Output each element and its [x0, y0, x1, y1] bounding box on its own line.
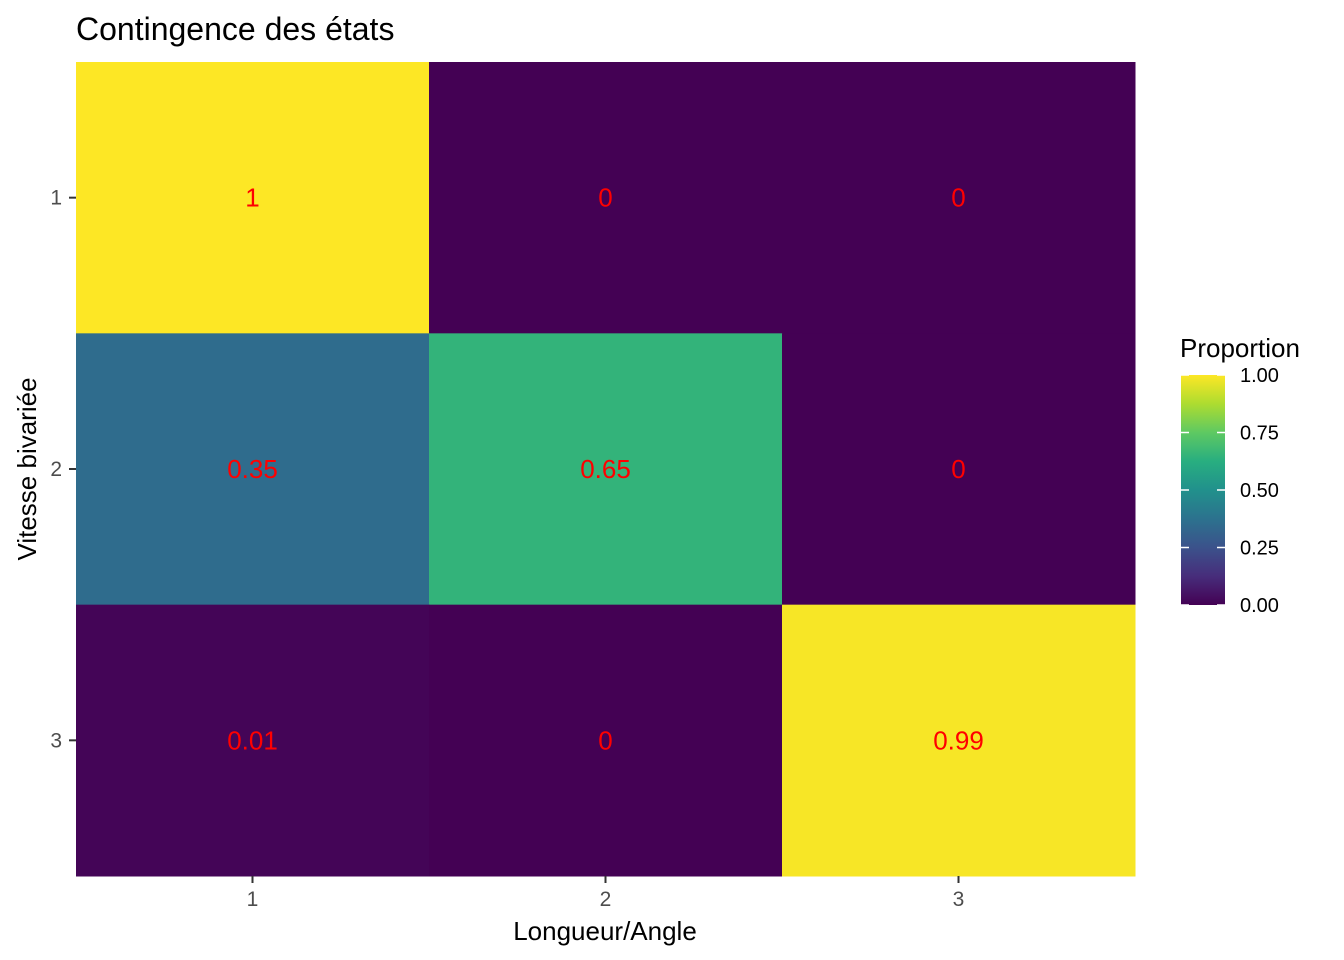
cell-label-r2-c2: 0.65 — [580, 454, 631, 484]
cell-label-r3-c3: 0.99 — [933, 725, 984, 755]
x-axis: 1 2 3 — [247, 876, 965, 911]
legend-tick-label-2: 0.50 — [1240, 480, 1279, 502]
cell-label-r2-c1: 0.35 — [227, 454, 278, 484]
legend-tick-label-3: 0.75 — [1240, 423, 1279, 445]
legend-tick-label-4: 1.00 — [1240, 365, 1279, 387]
cell-label-r3-c1: 0.01 — [227, 725, 278, 755]
y-axis-label: Vitesse bivariée — [12, 377, 42, 560]
y-tick-label-2: 2 — [50, 458, 62, 481]
cell-label-r1-c3: 0 — [951, 183, 965, 213]
legend-title: Proportion — [1180, 333, 1300, 363]
cell-label-r1-c1: 1 — [245, 183, 259, 213]
x-tick-label-1: 1 — [247, 888, 259, 911]
heatmap-cell-r1-c1 — [76, 62, 430, 334]
x-tick-label-3: 3 — [953, 888, 965, 911]
cell-label-r3-c2: 0 — [598, 725, 612, 755]
legend-tick-label-1: 0.25 — [1240, 538, 1279, 560]
y-tick-label-3: 3 — [50, 729, 62, 752]
y-tick-label-1: 1 — [50, 187, 62, 210]
cell-label-r2-c3: 0 — [951, 454, 965, 484]
cell-label-r1-c2: 0 — [598, 183, 612, 213]
chart-title: Contingence des états — [76, 11, 394, 47]
heatmap-cell-r2-c3 — [782, 333, 1136, 606]
y-axis: 1 2 3 — [50, 187, 76, 752]
heatmap-cell-r1-c3 — [782, 62, 1136, 334]
heatmap-cells — [76, 62, 1136, 877]
heatmap-cell-labels: 1 0 0 0.35 0.65 0 0.01 0 0.99 — [227, 183, 984, 756]
heatmap-cell-r3-c2 — [429, 604, 783, 877]
legend: Proportion 0.00 0.25 0.50 0.75 1.00 — [1180, 333, 1300, 617]
heatmap-cell-r3-c3 — [782, 604, 1136, 877]
heatmap-cell-r2-c2 — [429, 333, 783, 606]
x-tick-label-2: 2 — [600, 888, 612, 911]
heatmap-cell-r1-c2 — [429, 62, 783, 334]
heatmap-cell-r2-c1 — [76, 333, 430, 606]
x-axis-label: Longueur/Angle — [513, 916, 697, 946]
legend-tick-label-0: 0.00 — [1240, 595, 1279, 617]
legend-ticks: 0.00 0.25 0.50 0.75 1.00 — [1181, 365, 1279, 617]
heatmap-cell-r3-c1 — [76, 604, 430, 877]
